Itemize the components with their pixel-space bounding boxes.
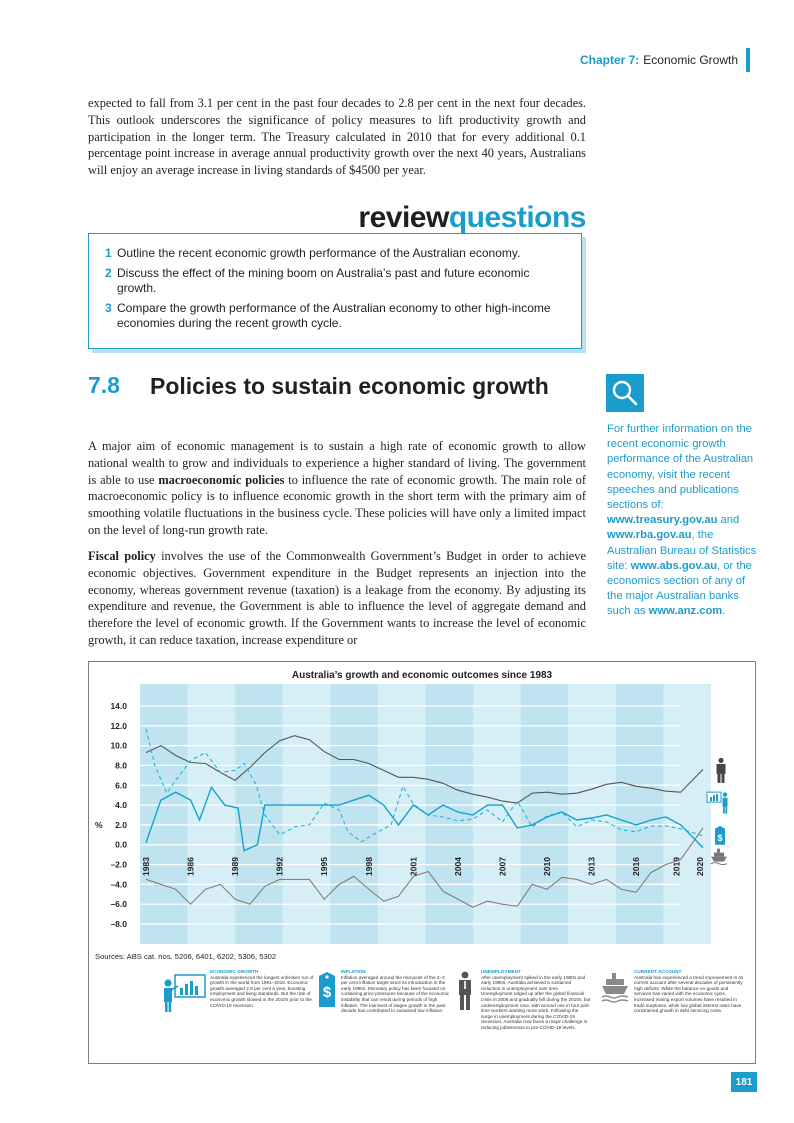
x-tick-label: 1992	[275, 857, 285, 876]
y-tick-label: –8.0	[110, 919, 127, 929]
header-rule	[746, 48, 750, 72]
key-term: Fiscal policy	[88, 549, 156, 563]
x-tick-label: 1995	[319, 857, 329, 876]
link-rba[interactable]: www.rba.gov.au	[607, 529, 692, 542]
section-title: Policies to sustain economic growth	[150, 373, 549, 399]
y-tick-label: 0.0	[115, 840, 127, 850]
section-paragraph-2: Fiscal policy involves the use of the Co…	[88, 549, 586, 647]
chart-figure: Australia’s growth and economic outcomes…	[88, 661, 756, 1064]
legend-unemployment: UNEMPLOYMENT After unemployment spiked i…	[481, 969, 591, 1030]
x-tick-label: 2010	[542, 857, 552, 876]
link-anz[interactable]: www.anz.com	[648, 605, 723, 618]
further-info-note: For further information on the recent ec…	[607, 423, 757, 618]
y-tick-label: 8.0	[115, 760, 127, 770]
y-tick-label: –4.0	[110, 879, 127, 889]
x-tick-label: 2019	[672, 857, 682, 876]
y-tick-label: 12.0	[110, 721, 127, 731]
series-line-unemployment	[145, 735, 704, 804]
series-line-economic_growth	[145, 785, 704, 852]
chapter-title: Economic Growth	[643, 53, 738, 67]
search-icon	[606, 374, 644, 412]
section-paragraph-1: A major aim of economic management is to…	[88, 439, 586, 537]
plot-band	[282, 684, 331, 944]
chart-plot: 14.0 12.0 10.0 8.0 6.0 4.0 2.0 0.0 –2.0 –4.0 –6.0 –…	[95, 684, 728, 944]
review-question: 1 Outline the recent economic growth perf…	[105, 246, 521, 260]
review-question: 2 Discuss the effect of the mining boom o…	[105, 265, 530, 296]
y-tick-label: –2.0	[110, 860, 127, 870]
chart-title: Australia’s growth and economic outcomes…	[291, 670, 553, 681]
legend-economic-growth: ECONOMIC GROWTH Australia experienced th…	[210, 969, 314, 1008]
plot-band	[187, 684, 236, 944]
x-tick-label: 1998	[364, 857, 374, 876]
dollar-tag-icon: $	[715, 825, 725, 845]
presenter-chart-icon	[161, 973, 207, 1018]
y-tick-label: –6.0	[110, 899, 127, 909]
x-tick-label: 1983	[141, 857, 151, 876]
x-tick-label: 1989	[230, 857, 240, 876]
section-number: 7.8	[88, 372, 120, 398]
review-question: 3 Compare the growth performance of the A…	[105, 300, 551, 331]
review-questions-title: reviewquestions	[358, 201, 586, 234]
chart-sources: Sources: ABS cat. nos. 5206, 6401, 6202,…	[95, 952, 277, 961]
y-tick-label: 10.0	[110, 741, 127, 751]
y-tick-label: 2.0	[115, 820, 127, 830]
plot-band	[568, 684, 616, 944]
svg-text:$: $	[717, 833, 722, 843]
x-tick-label: 2020	[695, 857, 705, 876]
running-header: Chapter 7: Economic Growth	[580, 48, 750, 72]
x-tick-label: 2013	[587, 857, 597, 876]
y-tick-label: 4.0	[115, 800, 127, 810]
key-term: macroeconomic policies	[158, 472, 285, 487]
x-tick-label: 2016	[631, 857, 641, 876]
cargo-ship-icon	[601, 971, 629, 1008]
link-abs[interactable]: www.abs.gov.au	[630, 559, 718, 572]
link-treasury[interactable]: www.treasury.gov.au	[607, 514, 718, 527]
cargo-ship-icon	[710, 848, 728, 866]
x-tick-label: 1986	[186, 857, 196, 876]
x-tick-label: 2004	[453, 857, 463, 876]
legend-current-account: CURRENT ACCOUNT Australia has experience…	[634, 969, 744, 1014]
x-tick-label: 2001	[408, 857, 418, 876]
series-line-current_account	[145, 827, 704, 908]
person-icon	[457, 971, 473, 1016]
review-questions-box: 1 Outline the recent economic growth perf…	[88, 233, 582, 349]
legend-inflation: INFLATION Inflation averaged around the …	[341, 969, 450, 1014]
intro-paragraph: expected to fall from 3.1 per cent in th…	[88, 96, 586, 178]
y-axis-label: %	[95, 820, 103, 830]
dollar-tag-icon: $	[317, 971, 337, 1014]
plot-band	[663, 684, 711, 944]
presenter-chart-icon	[706, 791, 728, 814]
chapter-label: Chapter 7:	[579, 53, 640, 67]
plot-band	[377, 684, 426, 944]
y-tick-label: 6.0	[115, 780, 127, 790]
x-tick-label: 2007	[497, 857, 507, 876]
y-tick-label: 14.0	[110, 701, 127, 711]
page-number: 181	[731, 1072, 757, 1092]
svg-text:$: $	[323, 984, 332, 1001]
person-icon	[716, 757, 726, 783]
